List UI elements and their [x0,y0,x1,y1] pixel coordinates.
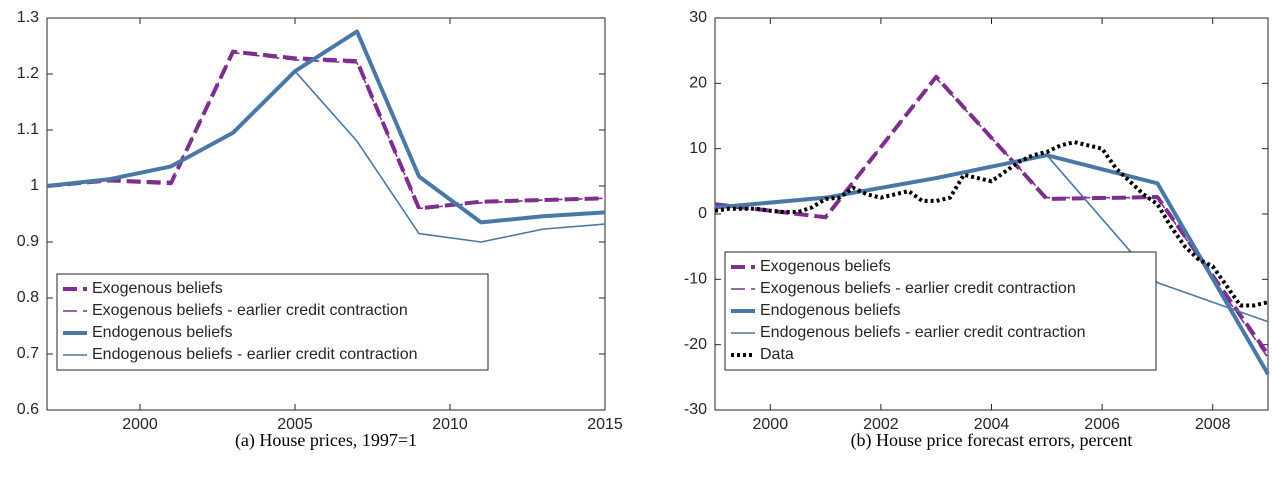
legend-label: Endogenous beliefs - earlier credit cont… [92,346,418,363]
y-tick-label: 0.6 [17,401,39,418]
y-tick-label: 1.2 [17,65,39,82]
series-line [714,77,1269,359]
y-tick-label: 0 [698,205,707,222]
y-tick-label: 0.9 [17,233,39,250]
x-tick-label: 2015 [587,416,623,433]
legend-label: Data [760,346,794,363]
x-tick-label: 2000 [122,416,158,433]
series-line [46,70,606,243]
series-line [714,140,1269,308]
x-tick-label: 2008 [1195,416,1231,433]
series-line [714,154,1269,323]
y-tick-label: 0.8 [17,289,39,306]
legend-label: Exogenous beliefs [760,258,891,275]
y-tick-label: 0.7 [17,345,39,362]
panel: 0.6 0.7 0.8 0.9 1 1.1 1.2 1.3 2000 2005 2010 2015 Ex… [17,9,623,451]
y-tick-label: -20 [684,336,707,353]
legend: Exogenous beliefs Exogenous beliefs - ear… [56,273,489,371]
legend-label: Exogenous beliefs - earlier credit contr… [92,302,408,319]
y-tick-label: 30 [689,9,707,26]
legend-label: Exogenous beliefs [92,280,223,297]
legend-box [56,273,489,371]
series-line [46,51,606,210]
y-tick-label: 10 [689,140,707,157]
legend-box [724,251,1157,371]
x-tick-label: 2002 [863,416,899,433]
y-tick-label: -30 [684,401,707,418]
x-tick-label: 2000 [753,416,789,433]
panel: -30 -20 -10 0 10 20 30 2000 2002 2004 2006 2008 Exog… [684,9,1270,451]
legend-label: Endogenous beliefs [92,324,233,341]
legend-label: Endogenous beliefs - earlier credit cont… [760,324,1086,341]
y-tick-label: -10 [684,271,707,288]
caption: (a) House prices, 1997=1 [235,430,417,451]
y-tick-label: 1 [30,177,39,194]
legend-label: Endogenous beliefs [760,302,901,319]
x-tick-label: 2005 [277,416,313,433]
x-tick-label: 2006 [1084,416,1120,433]
x-tick-label: 2010 [432,416,468,433]
legend-label: Exogenous beliefs - earlier credit contr… [760,280,1076,297]
x-tick-label: 2004 [974,416,1010,433]
legend: Exogenous beliefs Exogenous beliefs - ear… [724,251,1157,371]
y-tick-label: 20 [689,75,707,92]
y-tick-label: 1.3 [17,9,39,26]
caption: (b) House price forecast errors, percent [851,430,1133,451]
y-tick-label: 1.1 [17,121,39,138]
